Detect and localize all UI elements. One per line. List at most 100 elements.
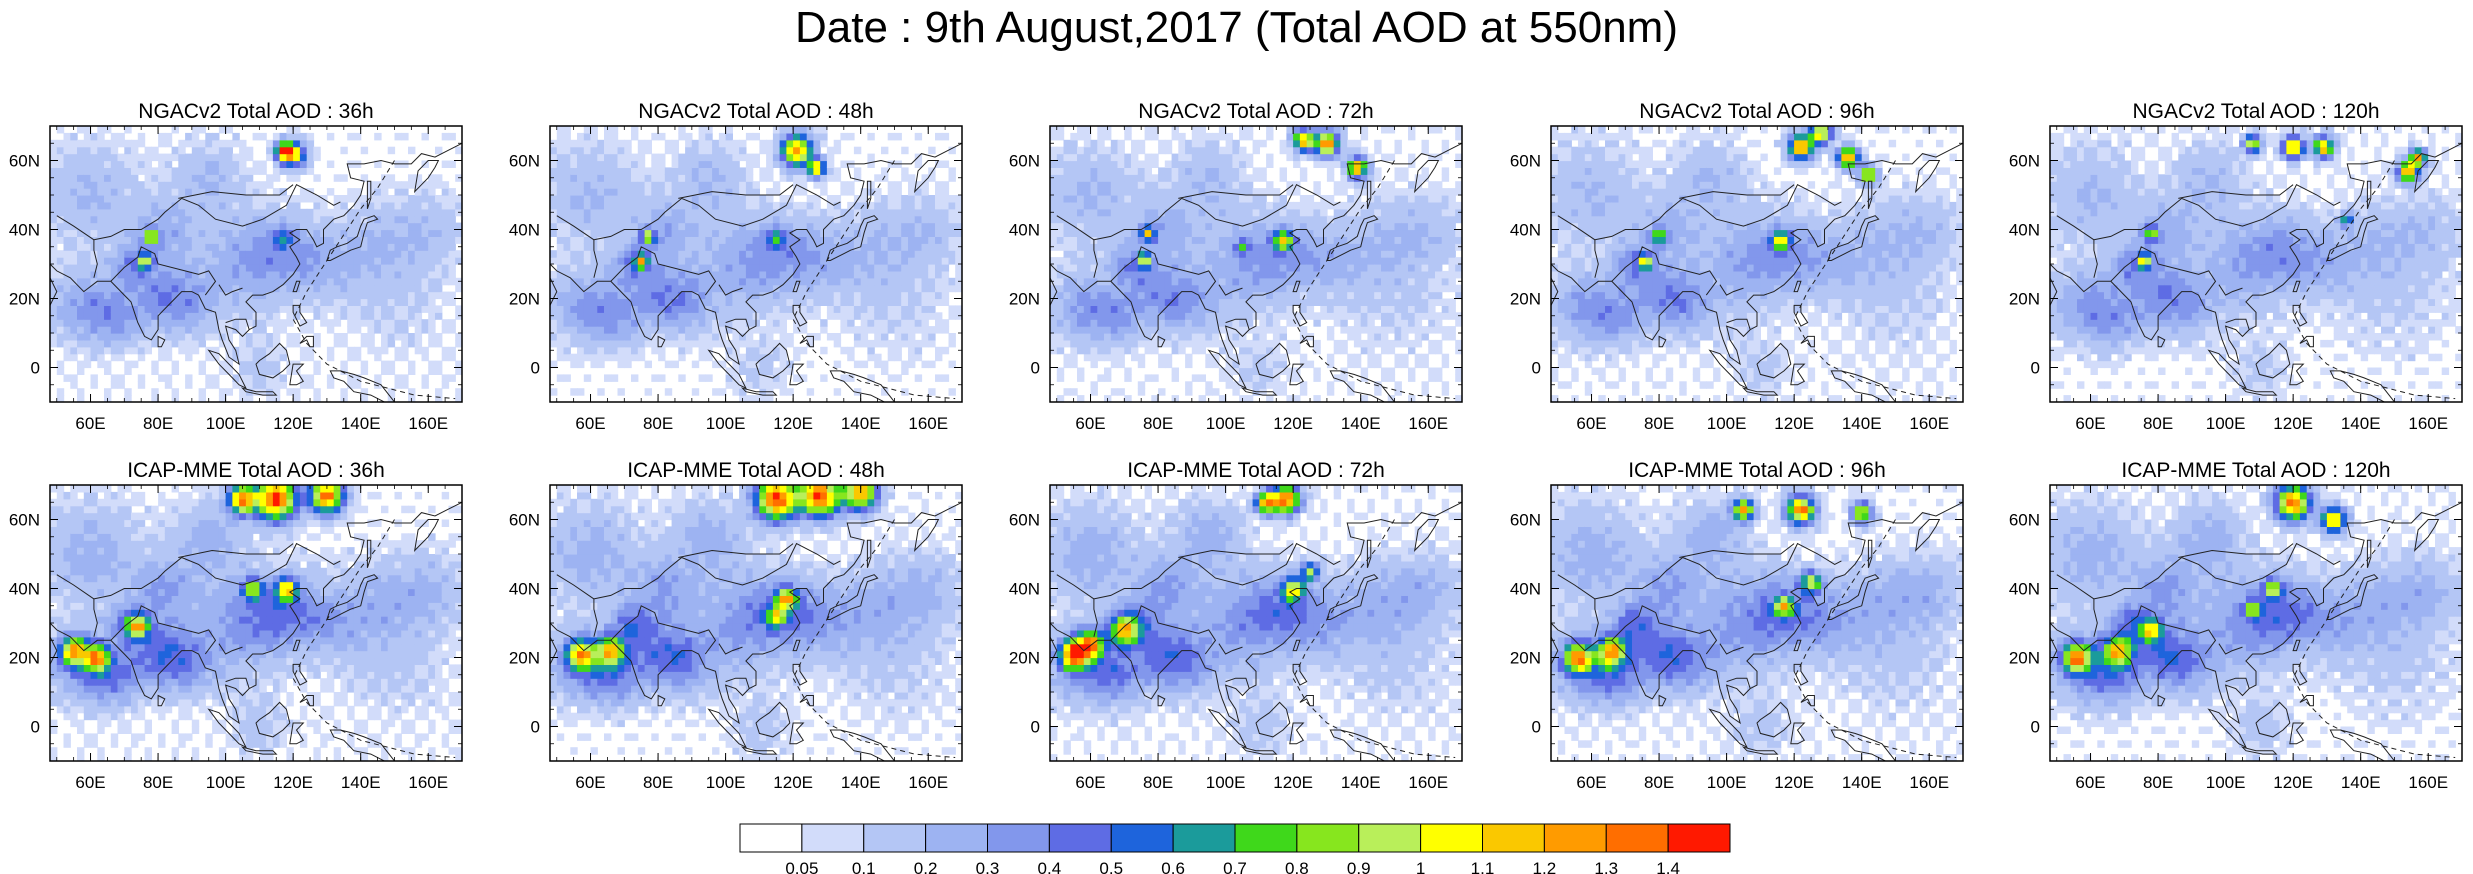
lon-tick-label: 80E (643, 414, 673, 433)
lat-tick-label: 60N (509, 511, 540, 530)
lon-tick-label: 60E (1075, 414, 1105, 433)
colorbar-swatch (1667, 823, 1731, 853)
lon-tick-label: 160E (2408, 414, 2448, 433)
coastlines (550, 142, 962, 402)
colorbar-label: 0.3 (976, 859, 1000, 874)
coastlines (50, 501, 462, 761)
panel-title: ICAP-MME Total AOD : 72h (1127, 459, 1385, 482)
coastlines (2050, 142, 2462, 402)
lon-tick-label: 120E (773, 773, 813, 792)
lon-tick-label: 120E (1774, 414, 1814, 433)
panel-title: NGACv2 Total AOD : 72h (1138, 100, 1373, 123)
lat-tick-label: 60N (2009, 152, 2040, 171)
colorbar-label: 1.1 (1471, 859, 1495, 874)
colorbar-label: 0.6 (1161, 859, 1185, 874)
lat-tick-label: 60N (9, 511, 40, 530)
map-panel: NGACv2 Total AOD : 72h 60E 80E 100E 120E 140E… (1009, 100, 1463, 433)
lon-tick-label: 80E (1644, 773, 1674, 792)
lon-tick-label: 120E (273, 773, 313, 792)
lon-tick-label: 160E (1909, 414, 1949, 433)
lon-tick-label: 120E (1273, 414, 1313, 433)
lon-tick-label: 100E (706, 414, 746, 433)
lat-tick-label: 40N (1009, 580, 1040, 599)
lat-tick-label: 20N (1009, 649, 1040, 668)
map-panel: NGACv2 Total AOD : 36h 60E 80E 100E 120E 140E… (9, 100, 463, 433)
lat-tick-label: 20N (2009, 290, 2040, 309)
colorbar-swatch (1110, 823, 1174, 853)
coastlines (1050, 501, 1462, 761)
lon-tick-label: 60E (1576, 773, 1606, 792)
lon-tick-label: 160E (1909, 773, 1949, 792)
lat-tick-label: 40N (2009, 580, 2040, 599)
lat-tick-label: 60N (2009, 511, 2040, 530)
colorbar-label: 0.5 (1099, 859, 1123, 874)
colorbar-swatch (925, 823, 988, 853)
lat-tick-label: 60N (1510, 511, 1541, 530)
lon-tick-label: 60E (1576, 414, 1606, 433)
lon-tick-label: 80E (1143, 414, 1173, 433)
aod-field (1050, 485, 1462, 761)
map-panel: NGACv2 Total AOD : 120h 60E 80E 100E 120E 140… (2009, 100, 2463, 433)
colorbar-swatch (1234, 823, 1298, 853)
panel-title: NGACv2 Total AOD : 120h (2132, 100, 2379, 123)
lon-tick-label: 160E (1408, 414, 1448, 433)
lon-tick-label: 100E (706, 773, 746, 792)
colorbar-swatch (1482, 823, 1545, 853)
coastlines (2050, 501, 2462, 761)
colorbar-swatch (987, 823, 1050, 853)
lon-tick-label: 80E (2143, 773, 2173, 792)
lon-tick-label: 60E (75, 773, 105, 792)
lon-tick-label: 160E (908, 773, 948, 792)
lon-tick-label: 80E (143, 414, 173, 433)
colorbar-swatch (1296, 823, 1360, 853)
lat-tick-label: 60N (9, 152, 40, 171)
panel-title: NGACv2 Total AOD : 96h (1639, 100, 1874, 123)
colorbar-label: 0.9 (1347, 859, 1371, 874)
lon-tick-label: 140E (1341, 414, 1381, 433)
colorbar-swatch (1605, 823, 1669, 853)
lat-tick-label: 0 (531, 718, 540, 737)
aod-field (1551, 485, 1963, 761)
lat-tick-label: 0 (1031, 359, 1040, 378)
lon-tick-label: 60E (1075, 773, 1105, 792)
figure-title: Date : 9th August,2017 (Total AOD at 550… (0, 2, 2473, 54)
lat-tick-label: 0 (1532, 718, 1541, 737)
colorbar-swatch (1358, 823, 1422, 853)
colorbar-label: 0.8 (1285, 859, 1309, 874)
colorbar-swatch (863, 823, 927, 853)
lat-tick-label: 0 (1532, 359, 1541, 378)
aod-field (1551, 126, 1963, 402)
colorbar-swatch (1543, 823, 1607, 853)
aod-field (550, 126, 962, 402)
lon-tick-label: 140E (1341, 773, 1381, 792)
lon-tick-label: 160E (908, 414, 948, 433)
aod-field (50, 485, 462, 761)
colorbar-label: 0.7 (1223, 859, 1247, 874)
lon-tick-label: 120E (773, 414, 813, 433)
lat-tick-label: 60N (1009, 152, 1040, 171)
lon-tick-label: 80E (1644, 414, 1674, 433)
map-panel: ICAP-MME Total AOD : 72h 60E 80E 100E 120E 14… (1009, 459, 1463, 792)
colorbar-swatch (1048, 823, 1112, 853)
lat-tick-label: 0 (2031, 359, 2040, 378)
colorbar-swatch (739, 823, 803, 853)
map-panel: ICAP-MME Total AOD : 120h 60E 80E 100E 120E 1… (2009, 459, 2463, 792)
lat-tick-label: 0 (1031, 718, 1040, 737)
colorbar-label: 0.05 (785, 859, 818, 874)
lat-tick-label: 0 (31, 359, 40, 378)
panel-title: ICAP-MME Total AOD : 120h (2121, 459, 2390, 482)
lat-tick-label: 20N (1009, 290, 1040, 309)
coastlines (1551, 142, 1963, 402)
lat-tick-label: 20N (9, 649, 40, 668)
colorbar-swatch (801, 823, 865, 853)
lat-tick-label: 60N (1510, 152, 1541, 171)
lon-tick-label: 140E (841, 773, 881, 792)
lon-tick-label: 100E (206, 414, 246, 433)
lon-tick-label: 140E (2341, 414, 2381, 433)
lon-tick-label: 80E (143, 773, 173, 792)
lon-tick-label: 100E (2206, 773, 2246, 792)
lat-tick-label: 40N (1510, 580, 1541, 599)
lat-tick-label: 40N (9, 221, 40, 240)
panel-title: ICAP-MME Total AOD : 96h (1628, 459, 1886, 482)
lat-tick-label: 40N (9, 580, 40, 599)
